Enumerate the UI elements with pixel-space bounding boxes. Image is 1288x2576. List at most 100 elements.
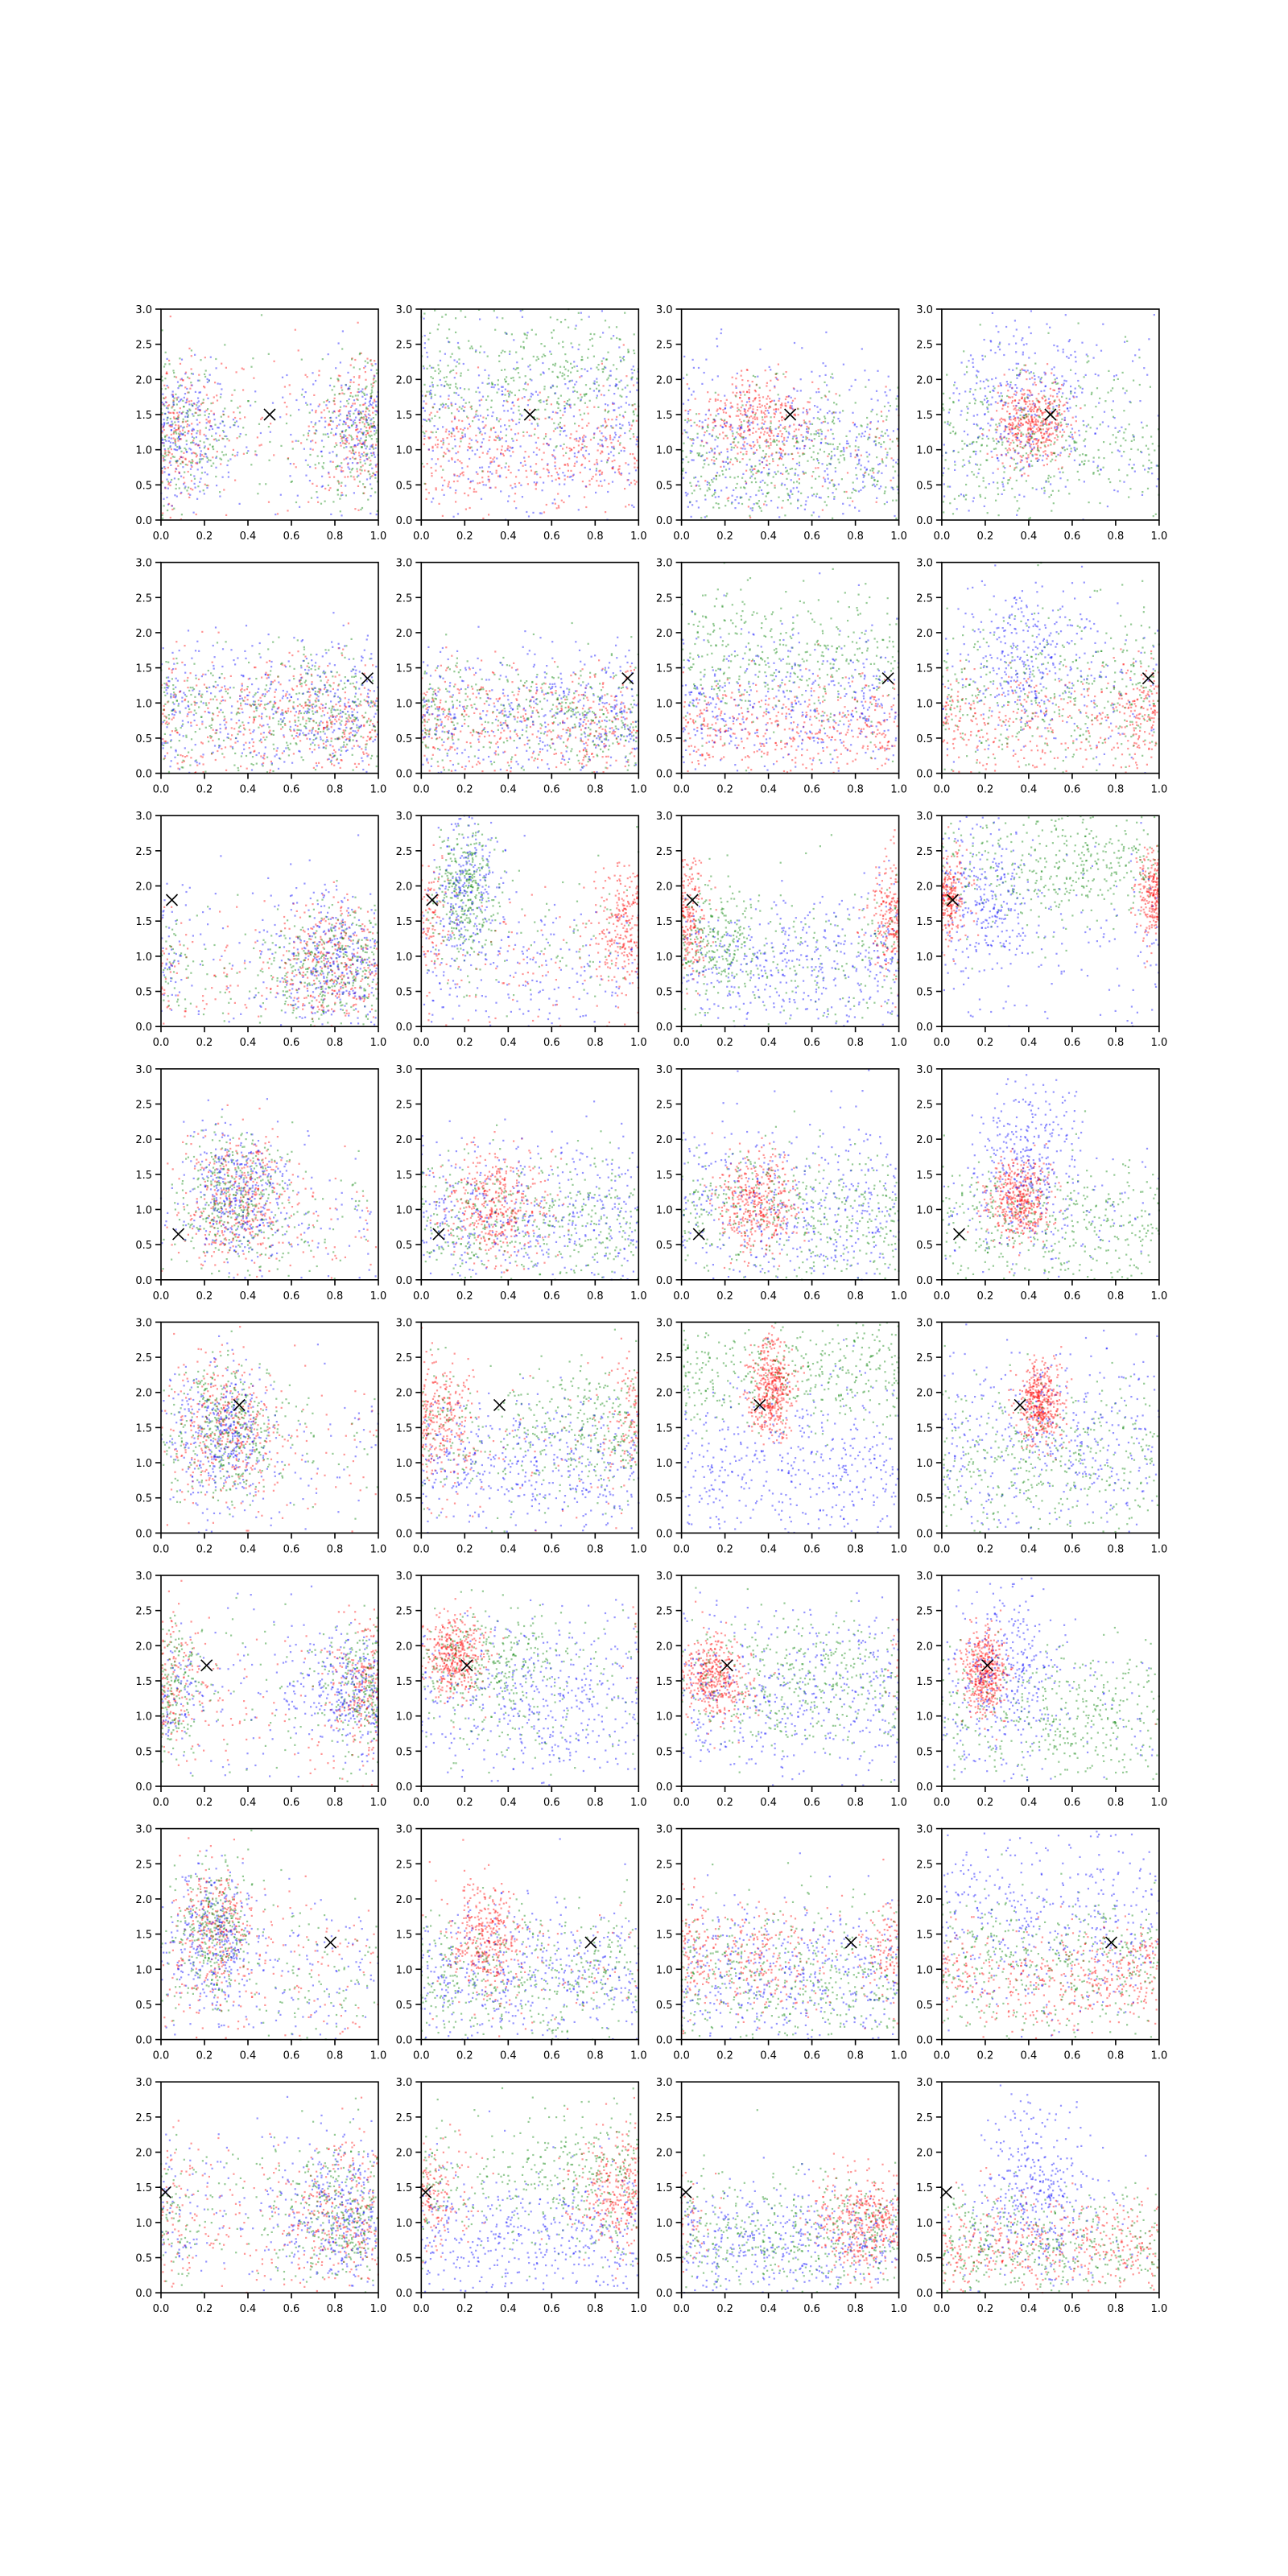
data-point-blue	[850, 456, 852, 457]
data-point-blue	[761, 471, 762, 473]
data-point-blue	[702, 427, 704, 428]
data-point-blue	[510, 455, 511, 456]
data-point-blue	[366, 454, 368, 456]
data-point-blue	[364, 444, 365, 446]
data-point-green	[192, 459, 193, 460]
data-point-red	[347, 476, 349, 477]
data-point-green	[246, 452, 248, 454]
data-point-green	[752, 473, 753, 475]
data-point-red	[566, 447, 568, 448]
data-point-blue	[370, 419, 372, 420]
y-tick-label: 1.5	[135, 410, 152, 422]
data-point-red	[739, 397, 741, 398]
data-point-green	[176, 398, 178, 400]
data-point-blue	[188, 448, 190, 449]
data-point-blue	[328, 452, 330, 454]
data-point-blue	[222, 411, 224, 412]
data-point-blue	[336, 417, 337, 419]
data-point-blue	[177, 387, 179, 389]
data-point-green	[782, 500, 784, 502]
data-point-blue	[496, 457, 497, 459]
data-point-red	[585, 506, 587, 508]
data-point-green	[250, 464, 252, 465]
data-point-green	[712, 495, 713, 497]
data-point-red	[740, 433, 741, 435]
data-point-green	[269, 460, 270, 461]
data-point-blue	[564, 383, 566, 385]
data-point-blue	[732, 427, 733, 428]
data-point-blue	[578, 509, 580, 510]
data-point-blue	[612, 481, 613, 483]
data-point-red	[569, 450, 571, 452]
data-point-red	[510, 472, 512, 473]
data-point-green	[716, 436, 717, 437]
data-point-blue	[214, 419, 216, 420]
data-point-blue	[365, 448, 367, 449]
data-point-red	[774, 485, 775, 486]
data-point-blue	[481, 382, 483, 384]
data-point-red	[514, 501, 515, 502]
data-point-red	[175, 377, 177, 378]
data-point-green	[794, 445, 795, 447]
data-point-blue	[796, 437, 798, 439]
data-point-red	[510, 429, 512, 431]
data-point-blue	[824, 470, 826, 472]
data-point-red	[510, 485, 511, 486]
data-point-red	[551, 475, 552, 477]
data-point-blue	[467, 449, 469, 451]
data-point-green	[551, 371, 553, 373]
data-point-green	[323, 468, 324, 469]
data-point-green	[766, 440, 767, 441]
data-point-green	[826, 464, 828, 466]
data-point-green	[519, 413, 521, 415]
data-point-blue	[423, 419, 424, 420]
data-point-blue	[568, 495, 570, 497]
data-point-red	[217, 399, 218, 401]
data-point-green	[539, 400, 540, 402]
data-point-blue	[426, 352, 427, 353]
data-point-red	[192, 489, 193, 490]
data-point-green	[518, 406, 519, 407]
data-point-blue	[479, 400, 481, 402]
data-point-red	[581, 444, 583, 445]
data-point-green	[164, 436, 166, 438]
data-point-red	[435, 444, 436, 446]
data-point-blue	[163, 442, 165, 444]
data-point-blue	[628, 479, 630, 481]
data-point-blue	[702, 421, 704, 423]
data-point-blue	[806, 409, 807, 411]
data-point-red	[740, 410, 741, 411]
data-point-green	[373, 417, 374, 419]
data-point-green	[754, 414, 756, 415]
data-point-green	[268, 426, 270, 427]
data-point-red	[735, 378, 737, 379]
data-point-blue	[819, 375, 820, 377]
x-tick-label: 0.6	[543, 530, 560, 543]
data-point-blue	[621, 424, 623, 426]
data-point-blue	[228, 476, 229, 477]
data-point-blue	[536, 454, 538, 456]
data-point-blue	[191, 452, 192, 454]
data-point-red	[795, 428, 797, 430]
data-point-green	[581, 356, 583, 357]
data-point-green	[571, 342, 572, 344]
data-point-red	[475, 491, 477, 493]
data-point-red	[175, 429, 176, 431]
data-point-green	[534, 434, 535, 436]
data-point-blue	[704, 434, 705, 436]
data-point-green	[509, 425, 510, 427]
data-point-green	[602, 371, 604, 373]
data-point-red	[890, 439, 891, 440]
data-point-green	[360, 509, 361, 510]
data-point-blue	[512, 440, 514, 442]
data-point-blue	[491, 415, 493, 417]
data-point-blue	[246, 447, 247, 448]
data-point-green	[598, 364, 600, 365]
data-point-red	[204, 357, 206, 358]
data-point-green	[868, 473, 869, 475]
data-point-green	[427, 368, 428, 369]
data-point-red	[371, 363, 373, 365]
data-point-blue	[197, 444, 199, 446]
data-point-green	[573, 365, 575, 367]
data-point-green	[873, 468, 874, 469]
